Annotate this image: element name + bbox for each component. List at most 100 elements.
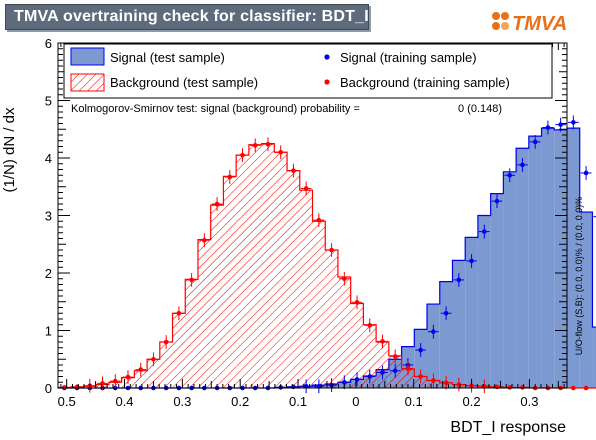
background-test-bar bbox=[350, 303, 364, 388]
background-training-point bbox=[415, 369, 427, 384]
background-training-point bbox=[198, 233, 210, 248]
x-tick-label: 0.3 bbox=[520, 394, 538, 409]
y-tick-label: 3 bbox=[45, 209, 52, 224]
legend: Signal (test sample) Background (test sa… bbox=[63, 43, 553, 99]
background-training-point bbox=[275, 145, 287, 160]
legend-background-test-swatch bbox=[70, 73, 105, 92]
signal-training-point bbox=[478, 224, 490, 239]
x-tick-label: 0.1 bbox=[405, 394, 423, 409]
signal-test-bar bbox=[427, 304, 440, 388]
signal-training-point bbox=[377, 365, 388, 380]
background-training-point bbox=[300, 181, 312, 196]
legend-box bbox=[63, 43, 553, 99]
signal-test-bar bbox=[541, 128, 555, 388]
x-tick-label: 0.5 bbox=[58, 394, 76, 409]
background-test-bar bbox=[337, 277, 351, 388]
signal-test-bar bbox=[477, 215, 491, 388]
signal-test-bar bbox=[579, 212, 593, 388]
y-axis-label: (1/N) dN / dx bbox=[1, 107, 18, 193]
background-training-point bbox=[326, 243, 337, 257]
signal-test-bar bbox=[414, 329, 428, 388]
legend-signal-test-swatch bbox=[70, 47, 105, 66]
signal-test-bar bbox=[439, 281, 453, 388]
signal-training-point bbox=[415, 343, 427, 357]
background-training-point bbox=[249, 138, 261, 153]
legend-background-training-label: Background (training sample) bbox=[340, 75, 510, 90]
y-tick-label: 4 bbox=[45, 151, 52, 166]
background-test-bar bbox=[299, 190, 313, 388]
background-test-bar bbox=[159, 342, 173, 388]
signal-training-point bbox=[580, 166, 592, 180]
signal-test-bar bbox=[592, 327, 596, 388]
x-tick-label: 0.2 bbox=[463, 394, 481, 409]
y-axis: 0 1 2 3 4 5 6 bbox=[45, 36, 567, 396]
ks-test-text: Kolmogorov-Smirnov test: signal (backgro… bbox=[71, 103, 360, 115]
background-training-point bbox=[109, 374, 121, 388]
signal-training-point bbox=[364, 369, 376, 384]
background-training-point bbox=[288, 163, 299, 178]
signal-training-point bbox=[389, 363, 401, 378]
background-training-point bbox=[338, 271, 350, 286]
background-training-point bbox=[148, 352, 159, 367]
signal-training-point bbox=[517, 158, 528, 172]
tmva-logo: TMVA bbox=[492, 12, 567, 35]
signal-training-point bbox=[453, 273, 465, 287]
background-test-bar bbox=[147, 359, 160, 388]
background-test-bar bbox=[312, 221, 326, 388]
signal-training-point bbox=[555, 117, 566, 132]
x-tick-label: 0.3 bbox=[173, 394, 191, 409]
background-test-bar bbox=[236, 155, 249, 388]
signal-test-bar bbox=[465, 237, 478, 388]
background-test-bar bbox=[376, 342, 389, 388]
x-tick-label: 0 bbox=[352, 394, 359, 409]
background-training-point bbox=[364, 318, 376, 333]
legend-background-test-label: Background (test sample) bbox=[110, 75, 258, 90]
y-tick-label: 1 bbox=[45, 324, 52, 339]
y-tick-label: 5 bbox=[45, 94, 52, 109]
signal-test-bar bbox=[567, 128, 580, 388]
signal-test-bar bbox=[490, 193, 504, 388]
signal-test-bar bbox=[528, 136, 542, 388]
legend-signal-training-label: Signal (training sample) bbox=[340, 50, 477, 65]
background-training-point bbox=[122, 370, 134, 384]
legend-background-training-marker bbox=[324, 79, 330, 85]
background-test-outline bbox=[57, 143, 596, 389]
background-test-bar bbox=[248, 144, 262, 388]
background-training-point bbox=[377, 334, 388, 349]
background-test-bar bbox=[401, 369, 415, 388]
background-test-bar bbox=[172, 313, 186, 388]
background-test-bar bbox=[210, 205, 224, 388]
signal-training-point bbox=[428, 324, 439, 339]
background-test-bar bbox=[185, 279, 198, 388]
tmva-logo-text: TMVA bbox=[512, 13, 567, 35]
y-tick-label: 0 bbox=[45, 381, 52, 396]
y-tick-label: 2 bbox=[45, 266, 52, 281]
signal-test-bar bbox=[452, 260, 466, 388]
background-training-point bbox=[160, 335, 172, 349]
background-training-point bbox=[135, 362, 147, 377]
background-training-point bbox=[593, 387, 596, 389]
background-training-point bbox=[262, 137, 274, 152]
signal-training-point bbox=[504, 168, 516, 183]
x-axis-label: BDT_I response bbox=[450, 419, 566, 436]
background-test-bar bbox=[274, 152, 288, 388]
background-test-bar bbox=[197, 239, 211, 388]
background-training-point bbox=[568, 385, 579, 391]
background-training-points bbox=[59, 137, 596, 394]
background-training-point bbox=[224, 170, 236, 184]
background-training-point bbox=[428, 373, 439, 388]
background-training-point bbox=[313, 213, 325, 227]
background-training-point bbox=[351, 295, 363, 310]
x-tick-label: 0.2 bbox=[231, 394, 249, 409]
signal-training-point bbox=[568, 115, 579, 130]
x-tick-label: 0.1 bbox=[289, 394, 307, 409]
background-test-bar bbox=[363, 324, 377, 388]
signal-training-point bbox=[529, 135, 541, 149]
signal-training-point bbox=[466, 254, 477, 268]
ks-test-value: 0 (0.148) bbox=[458, 103, 502, 115]
legend-signal-test-label: Signal (test sample) bbox=[110, 50, 225, 65]
signal-test-bar bbox=[516, 148, 529, 388]
background-test-bar bbox=[325, 250, 338, 388]
x-tick-label: 0.4 bbox=[115, 394, 133, 409]
